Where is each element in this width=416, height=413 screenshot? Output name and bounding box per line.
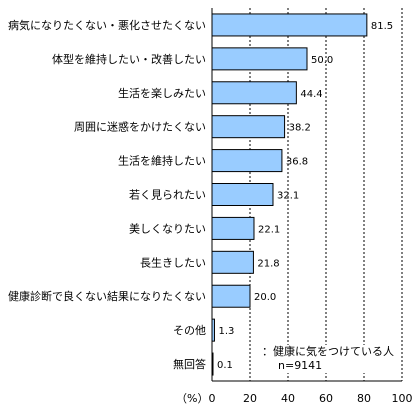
value-label: 50.0 xyxy=(311,55,333,66)
value-labels: 81.5 50.0 44.4 38.2 36.8 32.1 22.1 21.8 20.0 1.3 0… xyxy=(217,21,393,371)
bar xyxy=(211,13,368,37)
x-axis-label: （%） xyxy=(176,392,208,405)
category-label: 体型を維持したい・改善したい xyxy=(52,52,206,66)
category-label: 健康診断で良くない結果になりたくない xyxy=(8,289,206,303)
bar xyxy=(211,250,254,274)
value-label: 36.8 xyxy=(286,157,308,168)
value-label: 32.1 xyxy=(277,191,299,202)
category-label: 長生きしたい xyxy=(140,255,206,269)
category-label: 周囲に迷惑をかけたくない xyxy=(74,120,206,134)
value-label: 44.4 xyxy=(300,89,322,100)
bar xyxy=(211,284,251,308)
category-label: その他 xyxy=(173,324,206,337)
category-label: 生活を維持したい xyxy=(118,154,206,168)
note-line-sample-size: n=9141 xyxy=(278,359,323,372)
category-label: 無回答 xyxy=(173,357,206,371)
x-tick-label: 60 xyxy=(319,392,333,405)
note-line-respondents: ：健康に気をつけている人 xyxy=(262,345,394,358)
bar xyxy=(211,47,308,71)
x-tick-label: 20 xyxy=(243,392,257,405)
value-label: 38.2 xyxy=(289,123,311,134)
bar xyxy=(211,216,255,240)
sample-note: ：健康に気をつけている人 n=9141 xyxy=(262,345,394,373)
x-tick-label: 80 xyxy=(357,392,371,405)
value-label: 0.1 xyxy=(217,360,233,371)
x-tick-label: 100 xyxy=(392,392,413,405)
bar xyxy=(211,81,297,105)
category-labels: 病気になりたくない・悪化させたくない体型を維持したい・改善したい生活を楽しみたい… xyxy=(8,18,206,371)
x-tick-label: 0 xyxy=(209,392,216,405)
value-label: 22.1 xyxy=(258,224,280,235)
category-label: 生活を楽しみたい xyxy=(118,86,206,100)
bar xyxy=(211,183,274,206)
x-tick-label: 40 xyxy=(281,392,295,405)
category-label: 若く見られたい xyxy=(129,189,206,202)
value-label: 20.0 xyxy=(254,292,276,303)
value-label: 21.8 xyxy=(257,258,279,269)
bar xyxy=(211,115,286,139)
value-label: 1.3 xyxy=(218,326,234,337)
value-label: 81.5 xyxy=(371,21,393,32)
x-tick-labels: 0 20 40 60 80 100 xyxy=(209,392,413,405)
category-label: 病気になりたくない・悪化させたくない xyxy=(8,18,206,32)
category-label: 美しくなりたい xyxy=(129,222,206,235)
bar xyxy=(211,149,283,173)
